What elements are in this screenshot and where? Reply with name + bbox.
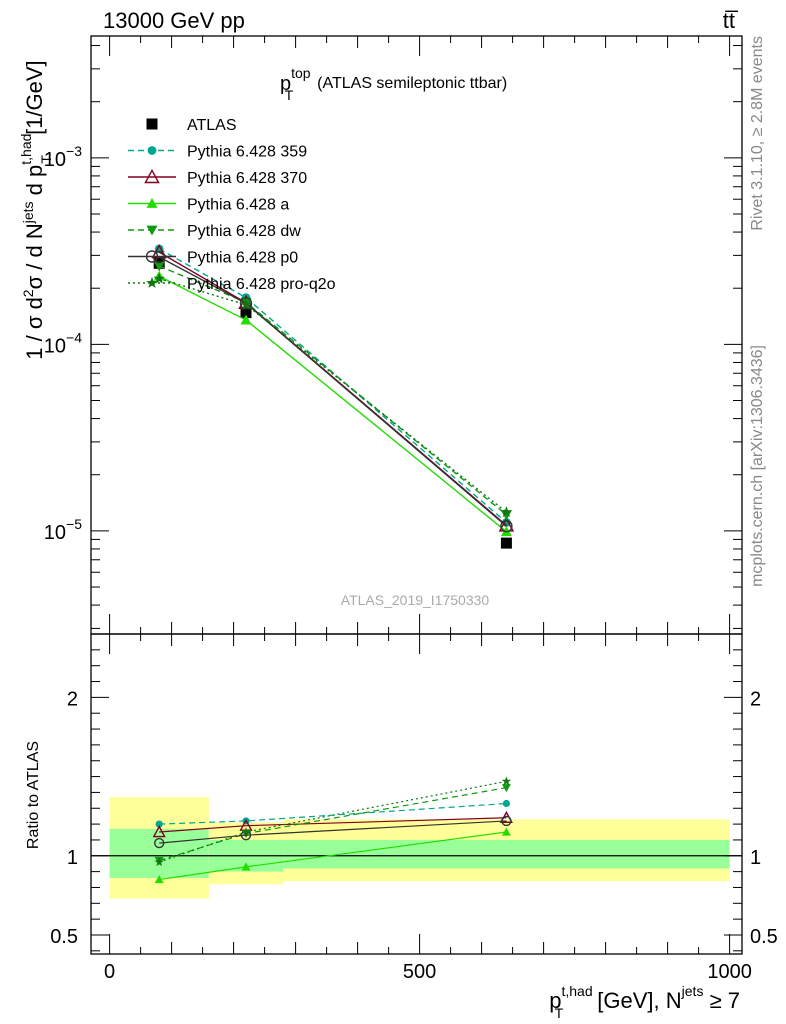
- ratio-4-point-2: [501, 784, 511, 793]
- legend-label-1: Pythia 6.428 359: [187, 144, 307, 161]
- legend-marker-1: [147, 146, 157, 155]
- series-5-point-1: [239, 297, 253, 310]
- ratio-y-tick-label-right-0: 0.5: [750, 926, 778, 948]
- energy-label: 13000 GeV pp: [103, 8, 245, 33]
- legend-marker-5: [145, 250, 159, 263]
- ratio-1-point-2: [502, 799, 510, 808]
- ylabel-s2: jets: [20, 201, 36, 224]
- y-tick-exp: −3: [66, 143, 82, 159]
- xlabel-end: ≥ 7: [703, 988, 740, 1013]
- legend: ATLAS Pythia 6.428 359 Pythia 6.428 370 Pyt…: [128, 117, 336, 293]
- series-6-point-1: [240, 298, 252, 310]
- series-4-point-2: [500, 510, 512, 521]
- y-tick-label-1: 10−4: [44, 329, 82, 357]
- ratio-3-point-1: [241, 862, 251, 871]
- title-sup: top: [291, 65, 311, 81]
- legend-label-6: Pythia 6.428 pro-q2o: [187, 276, 336, 293]
- legend-label-0: ATLAS: [187, 117, 237, 134]
- x-tick-label-1: 500: [403, 961, 436, 983]
- ratio-5-point-0: [153, 837, 165, 849]
- title-main: p: [280, 73, 291, 95]
- legend-marker-2: [144, 168, 160, 184]
- ratio-y-axis-label: Ratio to ATLAS: [25, 741, 42, 849]
- title-sub: T: [285, 87, 294, 103]
- ylabel-d: [1/GeV]: [22, 60, 47, 141]
- ratio-y-tick-label-right-2: 2: [750, 688, 761, 710]
- series-6-point-2: [500, 506, 513, 518]
- xlabel-sub: T: [555, 1005, 564, 1021]
- ratio-line-5: [159, 820, 507, 844]
- ratio-bands: [109, 797, 730, 899]
- ratio-band-inner-2: [283, 839, 730, 869]
- ratio-y-tick-label-0: 0.5: [50, 926, 78, 948]
- xlabel-sup2: jets: [681, 983, 704, 999]
- ratio-line-2: [159, 817, 507, 833]
- y-tick-base: 10: [44, 335, 66, 357]
- ylabel-a: 1 / σ d: [22, 297, 47, 360]
- ratio-6-point-2: [501, 776, 512, 786]
- xlabel-sup: t,had: [561, 983, 592, 999]
- series-line-1: [158, 248, 507, 523]
- ratio-2-point-0: [152, 825, 166, 838]
- analysis-watermark: ATLAS_2019_I1750330: [341, 592, 490, 608]
- rivet-label: Rivet 3.1.10, ≥ 2.8M events: [749, 36, 766, 231]
- ratio-y-tick-label-1: 1: [67, 847, 78, 869]
- x-tick-label-2: 1000: [707, 961, 752, 983]
- y-tick-base: 10: [44, 149, 66, 171]
- ylabel-s1: 2: [20, 289, 36, 297]
- y-axis-label: 1 / σ d2σ / d Njets d pt,had T [1/GeV]: [18, 60, 54, 359]
- y-tick-label-0: 10−5: [44, 516, 82, 544]
- ylabel-s3: t,had: [18, 134, 34, 165]
- ratio-y-tick-label-right-1: 1: [750, 847, 761, 869]
- ratio-series-lines: [152, 776, 513, 884]
- series-5-point-2: [500, 519, 513, 533]
- ylabel-c: d p: [22, 165, 47, 202]
- series-line-5: [158, 256, 507, 527]
- ratio-5-point-2: [501, 815, 512, 827]
- ratio-3-point-2: [501, 827, 511, 836]
- chart-title: ptop T (ATLAS semileptonic ttbar): [280, 65, 507, 103]
- series-3-point-1: [240, 314, 252, 325]
- mcplots-label: mcplots.cern.ch [arXiv:1306.3436]: [749, 345, 766, 587]
- xlabel-p: p: [549, 988, 561, 1013]
- x-axis-label: pt,had T [GeV], Njets ≥ 7: [549, 983, 740, 1021]
- legend-label-4: Pythia 6.428 dw: [187, 223, 301, 240]
- legend-label-3: Pythia 6.428 a: [187, 197, 289, 214]
- ratio-frame: [90, 633, 743, 955]
- ratio-y-tick-label-2: 2: [67, 688, 78, 710]
- process-label: tt̅: [723, 8, 739, 33]
- legend-label-5: Pythia 6.428 p0: [187, 250, 298, 267]
- ylabel-sub3: T: [38, 155, 54, 164]
- y-tick-exp: −4: [66, 329, 82, 345]
- series-4-point-0: [153, 261, 165, 272]
- title-rest: (ATLAS semileptonic ttbar): [317, 75, 507, 92]
- y-tick-label-2: 10−3: [44, 143, 82, 171]
- y-tick-exp: −5: [66, 516, 82, 532]
- legend-label-2: Pythia 6.428 370: [187, 170, 307, 187]
- ylabel-b: σ / d N: [22, 223, 47, 289]
- legend-marker-4: [146, 225, 158, 236]
- xlabel-mid: [GeV], N: [591, 988, 681, 1013]
- main-series-lines: [151, 244, 515, 549]
- y-tick-base: 10: [44, 522, 66, 544]
- legend-marker-3: [146, 198, 158, 208]
- legend-marker-6: [146, 276, 158, 288]
- ratio-6-point-0: [154, 857, 164, 867]
- ratio-6-point-1: [241, 827, 251, 836]
- series-6-point-0: [153, 272, 165, 284]
- series-0-point-1: [240, 307, 252, 319]
- axes: 10−510−410−30.5 0.51 12 20 500 1000: [44, 36, 778, 983]
- x-tick-label-0: 0: [104, 961, 115, 983]
- legend-marker-0: [146, 118, 158, 130]
- ratio-3-point-0: [154, 875, 164, 884]
- series-line-3: [158, 275, 507, 533]
- series-line-2: [158, 251, 507, 526]
- series-0-point-2: [500, 537, 512, 549]
- ratio-1-point-0: [155, 820, 163, 828]
- ratio-line-1: [159, 802, 507, 825]
